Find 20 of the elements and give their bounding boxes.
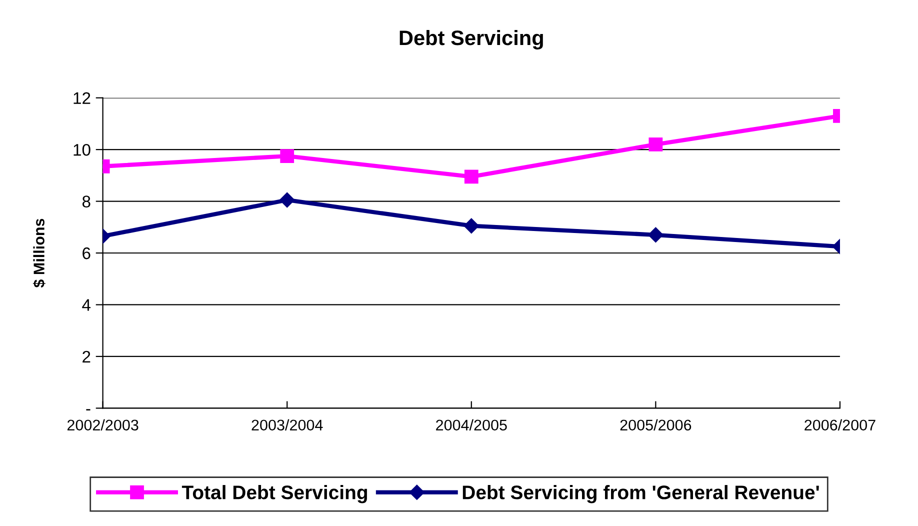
x-tick-label: 2004/2005 — [436, 419, 507, 431]
x-tick-label: 2005/2006 — [620, 419, 692, 431]
chart-title: Debt Servicing — [400, 30, 543, 50]
point — [280, 149, 294, 163]
point — [464, 170, 478, 184]
y-tick-label: 12 — [74, 92, 90, 104]
x-tick-label: 2002/2003 — [67, 419, 138, 431]
x-tick-label: 2003/2004 — [252, 419, 323, 431]
y-tick-label: 6 — [82, 247, 90, 260]
legend-label: Total Debt Servicing — [182, 485, 367, 504]
legend-label: Debt Servicing from 'General Revenue' — [462, 485, 819, 504]
y-tick-label: 8 — [82, 196, 90, 208]
y-tick-label: 2 — [82, 350, 90, 362]
y-axis-title: $ Millions — [32, 218, 46, 288]
point — [280, 192, 295, 208]
y-tick-label: 10 — [74, 144, 90, 156]
y-tick-label: - — [86, 409, 90, 410]
x-tick-label: 2006/2007 — [804, 419, 876, 431]
point — [464, 218, 479, 234]
y-tick-label: 4 — [82, 299, 91, 311]
